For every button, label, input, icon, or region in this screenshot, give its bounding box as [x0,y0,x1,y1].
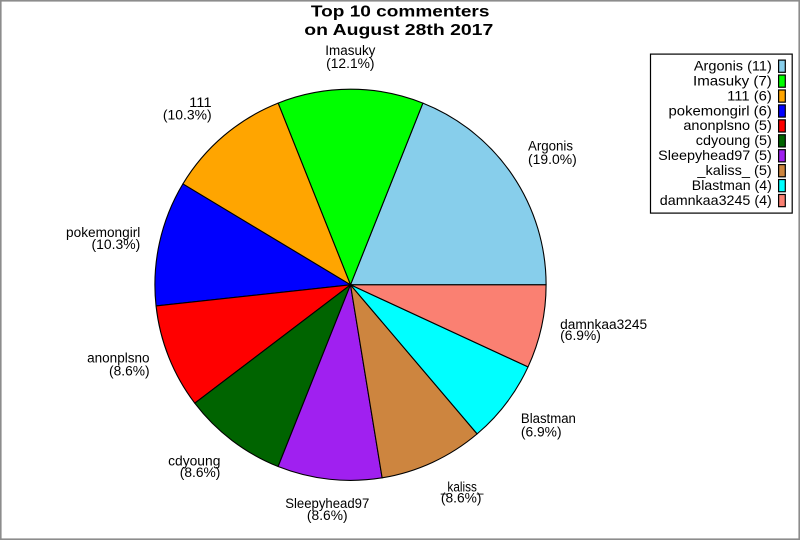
svg-text:damnkaa3245 (4): damnkaa3245 (4) [660,192,772,208]
svg-text:Imasuky: Imasuky [325,43,375,58]
svg-text:anonplsno: anonplsno [87,351,150,366]
svg-text:_kaliss_: _kaliss_ [440,479,484,494]
svg-text:(8.6%): (8.6%) [109,363,150,378]
svg-text:Blastman (4): Blastman (4) [692,177,772,193]
svg-text:(10.3%): (10.3%) [163,108,212,123]
svg-text:Argonis (11): Argonis (11) [694,58,772,74]
svg-text:(8.6%): (8.6%) [307,508,348,523]
svg-text:111 (6): 111 (6) [727,87,772,103]
svg-text:on August 28th 2017: on August 28th 2017 [304,22,493,39]
svg-text:(12.1%): (12.1%) [326,56,374,71]
svg-text:cdyoung (5): cdyoung (5) [696,132,772,148]
svg-text:Blastman: Blastman [521,411,576,426]
svg-text:(19.0%): (19.0%) [528,152,577,167]
svg-text:(10.3%): (10.3%) [92,237,141,252]
svg-text:(8.6%): (8.6%) [180,465,221,480]
svg-text:Top 10 commenters: Top 10 commenters [311,4,490,21]
svg-text:(6.9%): (6.9%) [521,424,562,439]
svg-text:Imasuky (7): Imasuky (7) [693,72,772,88]
svg-text:pokemongirl: pokemongirl [66,225,140,240]
svg-text:111: 111 [189,95,212,110]
svg-text:Sleepyhead97: Sleepyhead97 [285,496,369,511]
svg-text:damnkaa3245: damnkaa3245 [560,317,647,332]
svg-text:Argonis: Argonis [528,138,573,153]
svg-text:cdyoung: cdyoung [168,453,220,468]
svg-text:_kaliss_ (5): _kaliss_ (5) [696,162,771,178]
svg-text:anonplsno (5): anonplsno (5) [683,117,771,133]
svg-text:(8.6%): (8.6%) [441,490,482,505]
svg-text:Sleepyhead97 (5): Sleepyhead97 (5) [658,147,772,163]
svg-text:pokemongirl (6): pokemongirl (6) [669,102,772,118]
svg-text:(6.9%): (6.9%) [560,328,601,343]
